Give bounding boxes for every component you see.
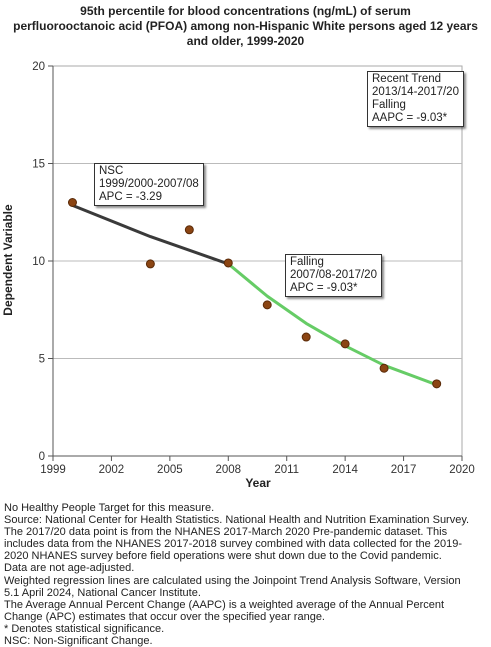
recent-trend-line: Recent Trend	[372, 73, 442, 85]
footnote-line: No Healthy People Target for this measur…	[4, 502, 215, 514]
recent-trend-line: AAPC = -9.03*	[372, 112, 448, 124]
x-tick-label: 2017	[391, 464, 417, 476]
footnote-line: Weighted regression lines are calculated…	[4, 574, 461, 587]
chart-svg: 0 5 10 15 20 1999 2002 2005 2008 2011 2014 2017 2020…	[1, 61, 475, 490]
falling-segment-line: Falling	[290, 256, 324, 268]
footnote-line: Change (APC) estimates that occur over t…	[4, 610, 325, 623]
y-tick-label: 20	[32, 61, 45, 73]
nsc-segment-line: APC = -3.29	[99, 191, 162, 203]
recent-trend-line: Falling	[372, 99, 406, 111]
nsc-segment-box: NSC 1999/2000-2007/08 APC = -3.29	[94, 163, 204, 206]
y-tick-label: 0	[39, 451, 45, 463]
x-tick-label: 2020	[449, 464, 475, 476]
footnote-line: * Denotes statistical significance.	[4, 622, 165, 635]
footnote-line: includes data from the NHANES 2017-2018 …	[4, 538, 462, 551]
x-tick-label: 2002	[99, 464, 125, 476]
falling-segment-line: 2007/08-2017/20	[290, 269, 377, 281]
tick-labels: 0 5 10 15 20 1999 2002 2005 2008 2011 2014 2017 2020	[32, 61, 475, 476]
footnotes: No Healthy People Target for this measur…	[4, 502, 488, 647]
nsc-segment-line: 1999/2000-2007/08	[99, 178, 199, 190]
x-tick-label: 1999	[40, 464, 66, 476]
nsc-segment-line: NSC	[99, 165, 124, 177]
data-point	[262, 300, 272, 310]
data-point	[379, 363, 389, 373]
falling-segment-box: Falling 2007/08-2017/20 APC = -9.03*	[285, 254, 382, 297]
chart-title-line: 95th percentile for blood concentrations…	[80, 4, 411, 18]
y-axis-title: Dependent Variable	[1, 204, 15, 316]
falling-segment-line	[226, 262, 439, 387]
x-tick-label: 2014	[332, 464, 358, 476]
regression-segments	[71, 203, 439, 387]
footnote-line: Data are not age-adjusted.	[4, 562, 135, 575]
footnote-line: NSC: Non-Significant Change.	[4, 635, 153, 647]
x-tick-label: 2005	[157, 464, 183, 476]
chart-title-line: and older, 1999-2020	[186, 34, 305, 48]
data-point	[301, 332, 311, 342]
footnote-line: 5.1 April 2024, National Cancer Institut…	[4, 586, 201, 599]
axes	[48, 65, 463, 461]
footnote-line: The Average Annual Percent Change (AAPC)…	[4, 598, 445, 611]
chart-title-line: perfluorooctanoic acid (PFOA) among non-…	[13, 19, 478, 33]
data-point	[145, 259, 155, 269]
data-point	[184, 225, 194, 235]
data-point	[340, 339, 350, 349]
nsc-segment-line	[71, 203, 230, 266]
x-axis-title: Year	[245, 476, 271, 490]
data-point	[67, 198, 77, 207]
recent-trend-box: Recent Trend 2013/14-2017/20 Falling AAP…	[367, 71, 464, 127]
y-tick-label: 5	[39, 354, 45, 366]
footnote-line: 2020 NHANES survey before field operatio…	[4, 550, 442, 563]
y-tick-label: 10	[32, 256, 45, 268]
footnote-line: Source: National Center for Health Stati…	[4, 514, 470, 527]
footnote-line: The 2017/20 data point is from the NHANE…	[4, 526, 448, 539]
data-points	[67, 198, 442, 389]
falling-segment-line: APC = -9.03*	[290, 282, 358, 294]
chart-title: 95th percentile for blood concentrations…	[0, 4, 491, 49]
x-tick-label: 2011	[274, 464, 299, 476]
y-tick-label: 15	[32, 159, 45, 171]
recent-trend-line: 2013/14-2017/20	[372, 86, 459, 98]
grid-lines	[52, 65, 463, 457]
data-point	[223, 258, 233, 268]
data-point	[432, 379, 442, 389]
x-tick-label: 2008	[215, 464, 241, 476]
